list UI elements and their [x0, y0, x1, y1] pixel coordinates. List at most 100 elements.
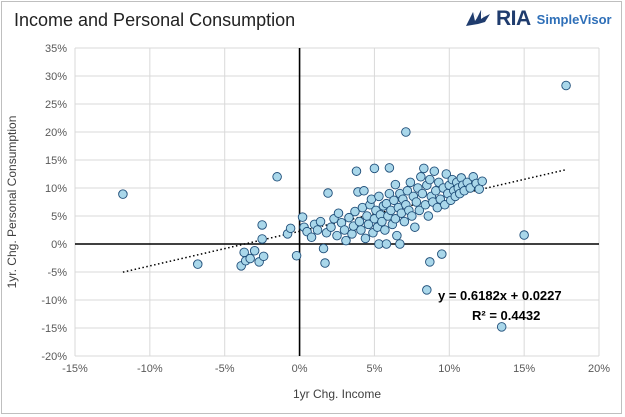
ria-logo: RIA SimpleVisor	[464, 7, 612, 30]
data-point	[401, 127, 411, 137]
trendline-equation: y = 0.6182x + 0.0227	[438, 288, 562, 303]
data-point	[561, 80, 571, 91]
data-point	[326, 222, 336, 232]
data-point	[193, 259, 203, 269]
data-point	[245, 253, 255, 264]
data-point	[414, 205, 425, 216]
data-point	[381, 239, 392, 249]
data-point	[356, 225, 366, 235]
data-point	[285, 223, 296, 234]
data-point	[344, 212, 354, 223]
data-point	[339, 225, 350, 235]
y-axis-label: 1yr. Chg. Personal Consumption	[5, 116, 19, 289]
data-point	[423, 211, 434, 221]
data-point	[258, 251, 269, 262]
data-point	[419, 163, 429, 174]
data-point	[417, 188, 428, 199]
data-point	[333, 208, 344, 218]
data-point	[341, 235, 351, 246]
y-tick-label: -15%	[41, 323, 67, 335]
y-tick-label: 25%	[45, 99, 67, 111]
y-tick-label: 30%	[45, 71, 67, 83]
data-point	[395, 239, 405, 249]
data-point	[377, 216, 387, 227]
x-tick-label: 15%	[513, 363, 535, 375]
data-point	[519, 230, 529, 240]
data-point	[350, 206, 360, 217]
data-point	[390, 214, 401, 224]
data-point	[360, 233, 371, 244]
data-point	[118, 189, 128, 199]
data-point	[257, 220, 267, 230]
data-point	[410, 222, 420, 232]
data-point	[384, 188, 395, 199]
data-point	[323, 188, 333, 198]
logo-text: RIA	[496, 7, 531, 30]
data-points	[118, 80, 571, 332]
data-point	[332, 230, 342, 241]
data-point	[389, 195, 399, 206]
data-point	[429, 166, 440, 176]
data-point	[380, 225, 390, 235]
y-tick-label: 15%	[45, 155, 67, 167]
data-point	[363, 219, 374, 230]
x-tick-label: 0%	[292, 363, 308, 375]
y-tick-label: -10%	[41, 295, 67, 307]
data-point	[422, 285, 432, 295]
data-point	[425, 257, 435, 267]
data-point	[297, 212, 308, 222]
x-tick-label: 10%	[438, 363, 460, 375]
data-point	[407, 211, 417, 221]
y-tick-label: 20%	[45, 127, 67, 139]
tick-labels: -15% -10% -5% 0% 5% 10% 15% 20%-20%-15%-10%-5%0…	[41, 43, 610, 375]
data-point	[272, 172, 282, 182]
data-point	[249, 245, 260, 256]
y-tick-label: 35%	[45, 43, 67, 55]
data-point	[392, 230, 402, 241]
y-tick-label: 10%	[45, 183, 67, 195]
x-axis-label: 1yr Chg. Income	[293, 387, 381, 401]
data-point	[354, 216, 365, 227]
x-tick-label: 20%	[588, 363, 610, 375]
data-point	[318, 243, 329, 254]
data-point	[312, 225, 323, 235]
y-tick-label: -5%	[47, 267, 67, 279]
data-point	[351, 166, 362, 176]
x-tick-label: -10%	[137, 363, 163, 375]
data-point	[369, 163, 380, 174]
data-point	[359, 186, 369, 196]
data-point	[315, 216, 326, 227]
data-point	[257, 234, 267, 244]
y-tick-label: 5%	[51, 211, 67, 223]
x-tick-label: -5%	[215, 363, 235, 375]
data-point	[399, 216, 410, 227]
data-point	[416, 172, 426, 182]
data-point	[374, 191, 384, 202]
data-point	[405, 177, 416, 188]
data-point	[320, 258, 330, 268]
data-point	[402, 186, 413, 196]
x-tick-label: -15%	[62, 363, 88, 375]
data-point	[437, 249, 447, 259]
y-tick-label: -20%	[41, 351, 67, 363]
data-point	[477, 176, 487, 187]
x-tick-label: 5%	[366, 363, 382, 375]
data-point	[384, 163, 395, 173]
data-point	[347, 229, 357, 239]
data-point	[411, 197, 422, 207]
axes	[75, 48, 599, 356]
data-point	[425, 174, 435, 185]
r-squared-label: R² = 0.4432	[472, 308, 540, 323]
data-point	[496, 322, 507, 332]
chart-title: Income and Personal Consumption	[14, 10, 296, 30]
data-point	[390, 179, 401, 190]
data-point	[441, 169, 452, 179]
data-point	[474, 184, 484, 194]
logo-subtext: SimpleVisor	[536, 11, 612, 27]
data-point	[291, 251, 302, 261]
data-point	[306, 232, 317, 243]
y-tick-label: 0%	[51, 239, 67, 251]
eagle-icon	[466, 10, 490, 26]
